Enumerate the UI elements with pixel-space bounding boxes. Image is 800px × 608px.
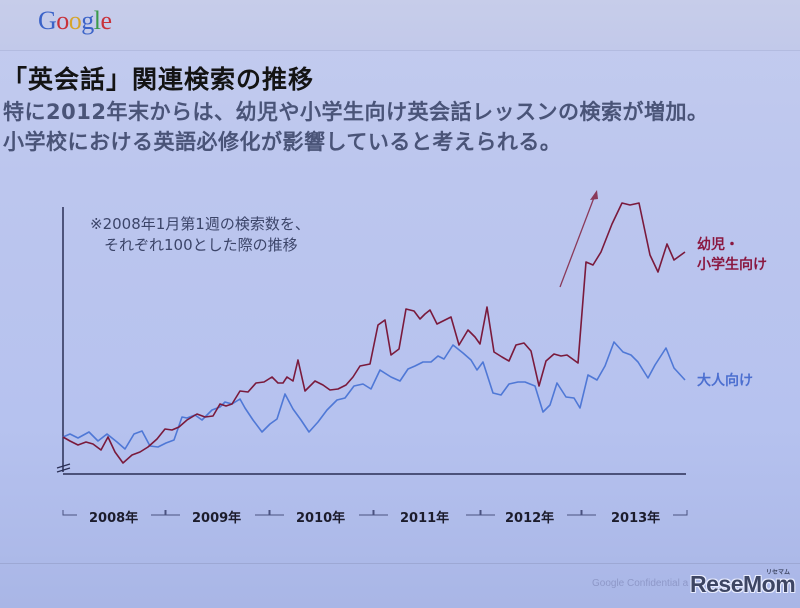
logo-letter: e <box>100 6 113 35</box>
watermark-ruby: リセマム <box>766 569 791 576</box>
upward-arrow-icon <box>559 190 598 288</box>
logo-letter: g <box>81 6 94 35</box>
confidential-label: Google Confidential a <box>592 578 689 589</box>
x-tick-2008: 2008年 <box>89 511 139 526</box>
slide-title: 「英会話」関連検索の推移 <box>2 65 315 94</box>
logo-letter: o <box>68 6 82 35</box>
legend-adult-series: 大人向け <box>697 373 753 389</box>
legend-child-line2: 小学生向け <box>697 257 767 273</box>
x-tick-2012: 2012年 <box>505 511 555 526</box>
legend-child-line1: 幼児・ <box>697 237 739 253</box>
footer-divider <box>0 563 800 564</box>
legend-child-series: 幼児・ 小学生向け <box>697 235 767 275</box>
logo-letter: G <box>38 6 57 35</box>
chart-note: ※2008年1月第1週の検索数を、 それぞれ100とした際の推移 <box>90 214 310 256</box>
google-logo: Google <box>38 6 112 36</box>
axis-break-icon <box>56 463 71 473</box>
slide-subtitle-line2: 小学校における英語必修化が影響していると考えられる。 <box>3 130 562 154</box>
chart-note-line1: ※2008年1月第1週の検索数を、 <box>90 215 310 233</box>
slide-subtitle-line1: 特に2012年末からは、幼児や小学生向け英会話レッスンの検索が増加。 <box>3 100 709 124</box>
x-tick-2009: 2009年 <box>192 511 242 526</box>
series-adult-line <box>62 341 686 450</box>
x-tick-2010: 2010年 <box>296 511 346 526</box>
logo-letter: l <box>93 6 101 35</box>
series-child-line <box>62 202 686 464</box>
chart-note-line2: それぞれ100とした際の推移 <box>104 236 298 254</box>
x-tick-2013: 2013年 <box>611 511 661 526</box>
resemom-watermark: ReseMom <box>690 571 796 597</box>
header-band <box>0 0 800 51</box>
x-tick-2011: 2011年 <box>400 511 450 526</box>
logo-letter: o <box>56 6 69 35</box>
year-brackets <box>62 510 688 516</box>
